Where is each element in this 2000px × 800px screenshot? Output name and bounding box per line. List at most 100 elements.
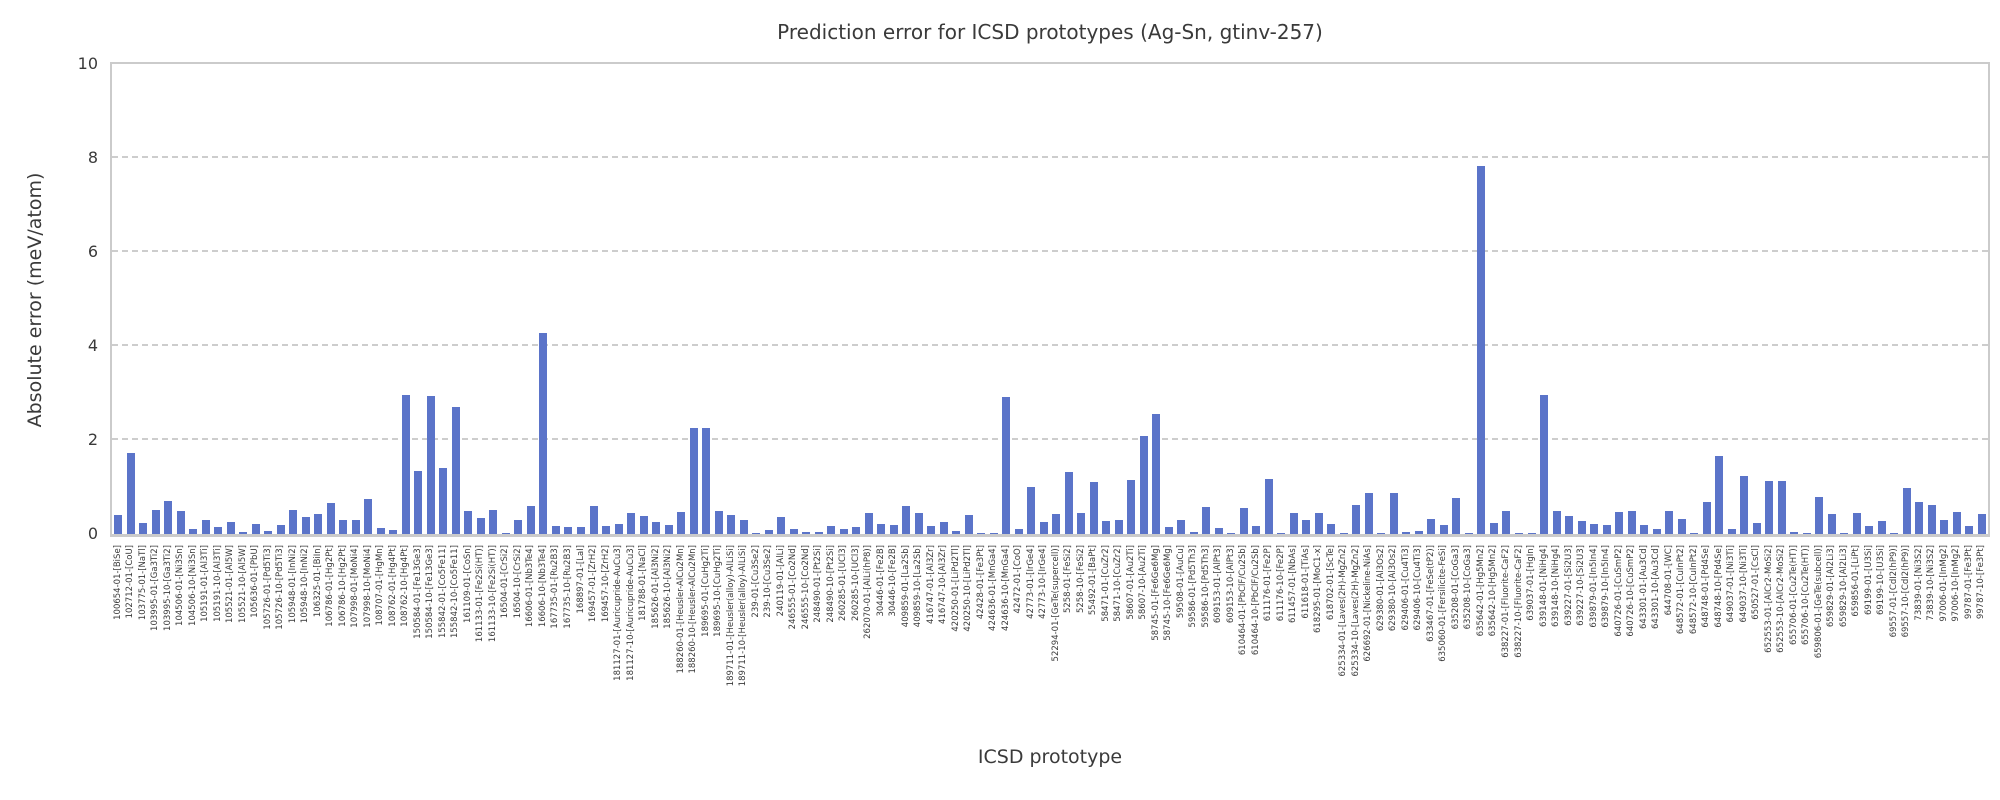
grid-line	[112, 438, 1988, 440]
x-tick-label: 638227-10-[Fluorite-CaF2]	[1513, 545, 1524, 658]
y-axis-label: Absolute error (meV/atom)	[24, 172, 46, 428]
bar	[777, 517, 786, 534]
bar	[1014, 529, 1023, 534]
x-tick-label: 409859-10-[La2Sb]	[913, 545, 924, 628]
x-tick-label: 639879-01-[In5In4]	[1588, 545, 1599, 628]
x-tick-label: 648572-10-[CuInPt2]	[1688, 545, 1699, 635]
x-tick-label: 168897-01-[LaI]	[575, 545, 586, 614]
bar	[764, 530, 773, 534]
bar	[1927, 504, 1936, 534]
bar	[1515, 533, 1523, 534]
bar	[1402, 531, 1411, 534]
bar	[1327, 523, 1336, 534]
x-tick-label: 155842-10-[Co5Fe11]	[450, 545, 461, 639]
x-tick-label: 659806-01-[GeTe(subcell)]	[1813, 545, 1824, 659]
bar	[752, 533, 761, 534]
x-tick-label: 103995-10-[Ga3Ti2]	[162, 545, 173, 631]
x-tick-label: 167735-01-[Ru2B3]	[550, 545, 561, 629]
bar	[1802, 533, 1811, 534]
x-tick-label: 161109-01-[CoSn]	[462, 545, 473, 623]
x-tick-label: 246555-01-[Co2Nd]	[788, 545, 799, 630]
x-tick-label: 108707-01-[HgMn]	[375, 545, 386, 626]
bar	[1752, 523, 1761, 534]
bar	[1202, 506, 1211, 534]
x-tick-label: 42428-01-[Fe3Pt]	[975, 545, 986, 620]
bar	[526, 505, 535, 534]
x-tick-label: 58607-10-[Au2Ti]	[1138, 545, 1149, 620]
x-tick-label: 643301-10-[Au3Cd]	[1651, 545, 1662, 629]
bar	[564, 527, 573, 534]
x-tick-label: 161133-10-[Fe2Si(HT)]	[487, 545, 498, 643]
bar	[414, 470, 423, 534]
x-tick-label: 105521-01-[Al5W]	[225, 545, 236, 624]
bar	[1377, 533, 1386, 534]
bar	[451, 407, 460, 534]
bar	[1489, 522, 1498, 534]
x-tick-label: 105191-10-[Al3Ti]	[212, 545, 223, 622]
bar	[952, 530, 961, 534]
x-tick-label: 58607-01-[Au2Ti]	[1125, 545, 1136, 620]
x-tick-label: 639037-01-[HgIn]	[1526, 545, 1536, 621]
bar	[1565, 515, 1574, 534]
bar	[1952, 512, 1961, 534]
x-tick-label: 189711-01-[Heusler(alloy)-AlLiSi]	[725, 545, 736, 687]
bar	[1314, 513, 1323, 534]
bar	[802, 531, 811, 534]
x-tick-label: 59586-01-[Pd5Th3]	[1188, 545, 1199, 628]
x-tick-label: 655706-10-[Cu2Te(HT)]	[1801, 545, 1812, 645]
x-tick-label: 638227-01-[Fluorite-CaF2]	[1500, 545, 1511, 658]
bar	[839, 529, 848, 534]
x-tick-label: 635208-01-[CoGa3]	[1450, 545, 1461, 630]
x-tick-label: 105726-01-[Pd5Ti3]	[262, 545, 273, 630]
x-tick-label: 610464-10-[PbClF/Cu2Sb]	[1250, 545, 1261, 656]
x-tick-label: 649037-01-[Ni3Ti]	[1726, 545, 1737, 623]
bar	[1615, 512, 1624, 534]
x-tick-label: 652553-10-[AlCr2-MoSi2]	[1776, 545, 1787, 653]
x-tick-label: 181127-01-[Auricupride-AuCu3]	[613, 545, 624, 681]
x-tick-label: 5258-01-[FeSi2]	[1063, 545, 1074, 614]
x-tick-label: 150584-01-[Fe13Ge3]	[412, 545, 423, 639]
bar	[1352, 504, 1361, 534]
bar	[589, 505, 598, 534]
bar	[314, 513, 323, 534]
bar	[1540, 395, 1548, 534]
plot-area	[110, 62, 1990, 537]
bar	[1027, 487, 1036, 534]
x-tick-label: 648748-01-[Pd4Se]	[1701, 545, 1712, 628]
x-tick-label: 5258-10-[FeSi2]	[1075, 545, 1086, 614]
bar	[1264, 479, 1273, 534]
bar	[1002, 396, 1011, 534]
bar	[1414, 530, 1423, 534]
bar	[1127, 479, 1136, 534]
bar	[789, 529, 798, 534]
bar	[326, 503, 335, 534]
bar	[476, 518, 485, 534]
x-tick-label: 260285-10-[UCl3]	[850, 545, 861, 621]
chart-title: Prediction error for ICSD prototypes (Ag…	[777, 20, 1323, 44]
x-tick-label: 635642-10-[Hg5Mn2]	[1488, 545, 1499, 637]
x-tick-label: 188260-10-[Heusler-AlCu2Mn]	[688, 545, 699, 674]
x-tick-label: 655706-01-[Cu2Te(HT)]	[1788, 545, 1799, 645]
x-tick-label: 625334-10-[Laves(2H)-MgZn2]	[1350, 545, 1361, 677]
bar	[139, 522, 148, 534]
x-tick-label: 629380-10-[Al3Os2]	[1388, 545, 1399, 632]
bar	[1940, 519, 1949, 534]
x-tick-label: 69557-01-[CdI2(hP9)]	[1888, 545, 1899, 638]
x-tick-label: 189695-01-[CuHg2Ti]	[700, 545, 711, 637]
x-tick-label: 643301-01-[Au3Cd]	[1638, 545, 1649, 629]
bar	[1902, 488, 1911, 534]
x-tick-label: 420250-10-[LiPd2Tl]	[963, 545, 974, 632]
x-tick-label: 625334-01-[Laves(2H)-MgZn2]	[1338, 545, 1349, 677]
bar	[551, 525, 560, 534]
y-tick-label: 6	[87, 242, 98, 261]
x-tick-label: 609153-10-[AlPt3]	[1225, 545, 1236, 624]
bar	[1227, 532, 1236, 534]
bar	[301, 516, 310, 534]
bar	[226, 522, 235, 534]
bar	[1915, 502, 1924, 534]
bar	[1827, 513, 1836, 534]
x-tick-label: 420250-01-[LiPd2Tl]	[950, 545, 961, 632]
bar	[852, 526, 861, 534]
x-tick-label: 55492-01-[BaPt]	[1088, 545, 1099, 616]
x-tick-label: 260285-01-[UCl3]	[838, 545, 849, 621]
